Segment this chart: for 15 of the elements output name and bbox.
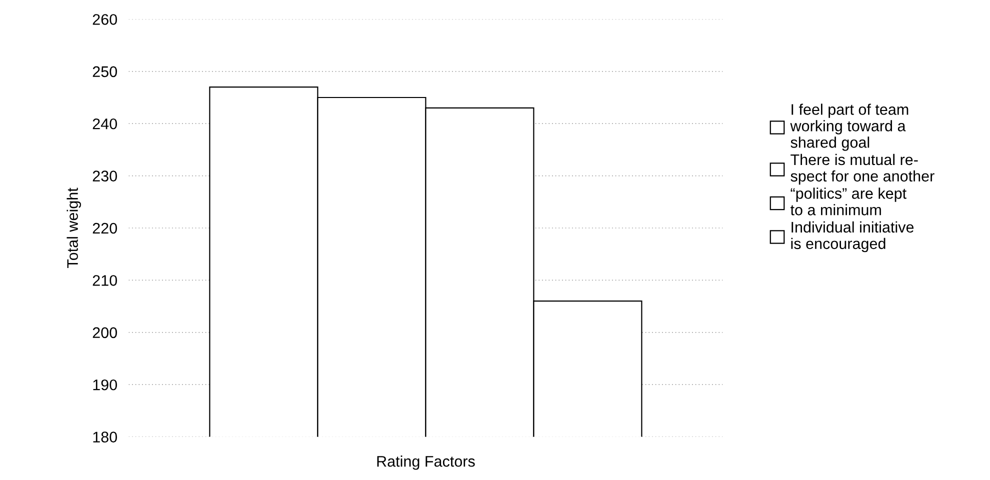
legend-label: Individual initiative is encouraged	[791, 221, 914, 252]
y-tick-label: 210	[92, 275, 117, 286]
legend-label: “politics” are kept to a minimum	[790, 188, 906, 216]
y-tick-label: 180	[93, 432, 117, 442]
x-axis-title: Rating Factors	[377, 456, 475, 470]
y-tick-label: 190	[93, 379, 117, 390]
y-tick-label: 240	[92, 118, 117, 130]
y-tick-label: 200	[92, 327, 117, 338]
y-tick-label: 260	[92, 14, 117, 25]
legend-label: There is mutual re- spect for one another	[790, 154, 934, 185]
y-tick-label: 250	[92, 66, 117, 78]
y-tick-label: 230	[92, 170, 117, 182]
y-tick-label: 220	[92, 222, 117, 234]
legend-label: I feel part of team working toward a shared goal	[790, 104, 908, 151]
y-axis-title: Total weight	[66, 188, 81, 268]
